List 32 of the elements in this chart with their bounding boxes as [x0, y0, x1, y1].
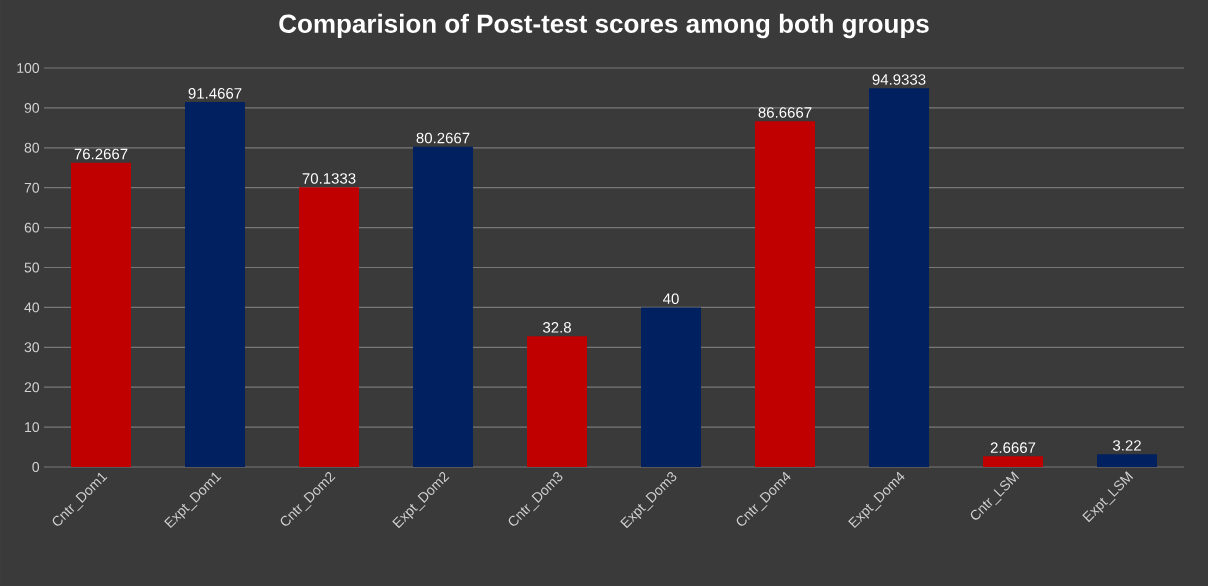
y-tick-label: 50 — [24, 262, 40, 273]
data-label: 2.6667 — [990, 442, 1036, 453]
y-tick-label: 90 — [24, 102, 40, 113]
y-tick-label: 70 — [24, 182, 40, 193]
bar — [1097, 454, 1158, 467]
bar — [413, 146, 474, 467]
bar — [71, 162, 132, 467]
y-tick-label: 80 — [24, 142, 40, 153]
y-tick-label: 40 — [24, 302, 40, 313]
y-tick-label: 10 — [25, 422, 40, 433]
data-label: 76.2667 — [74, 148, 128, 160]
y-tick-label: 60 — [24, 222, 40, 233]
data-label: 94.9333 — [872, 74, 926, 85]
y-tick-label: 100 — [17, 63, 40, 73]
bar — [527, 336, 588, 467]
y-tick-label: 20 — [24, 382, 40, 393]
data-label: 32.8 — [542, 322, 571, 333]
bar — [641, 307, 702, 467]
data-label: 3.22 — [1112, 440, 1141, 451]
bar — [185, 102, 246, 467]
data-label: 70.1333 — [302, 173, 356, 184]
data-label: 86.6667 — [758, 107, 812, 118]
bar — [755, 121, 816, 467]
y-tick-label: 0 — [32, 462, 40, 472]
data-label: 91.4667 — [188, 88, 242, 99]
bar — [869, 88, 930, 467]
chart-title: Comparision of Post-test scores among both groups — [279, 13, 929, 39]
bar — [299, 187, 360, 467]
bar — [983, 456, 1044, 467]
data-label: 40 — [663, 293, 679, 305]
y-tick-label: 30 — [24, 342, 40, 353]
data-label: 80.2667 — [416, 132, 470, 144]
